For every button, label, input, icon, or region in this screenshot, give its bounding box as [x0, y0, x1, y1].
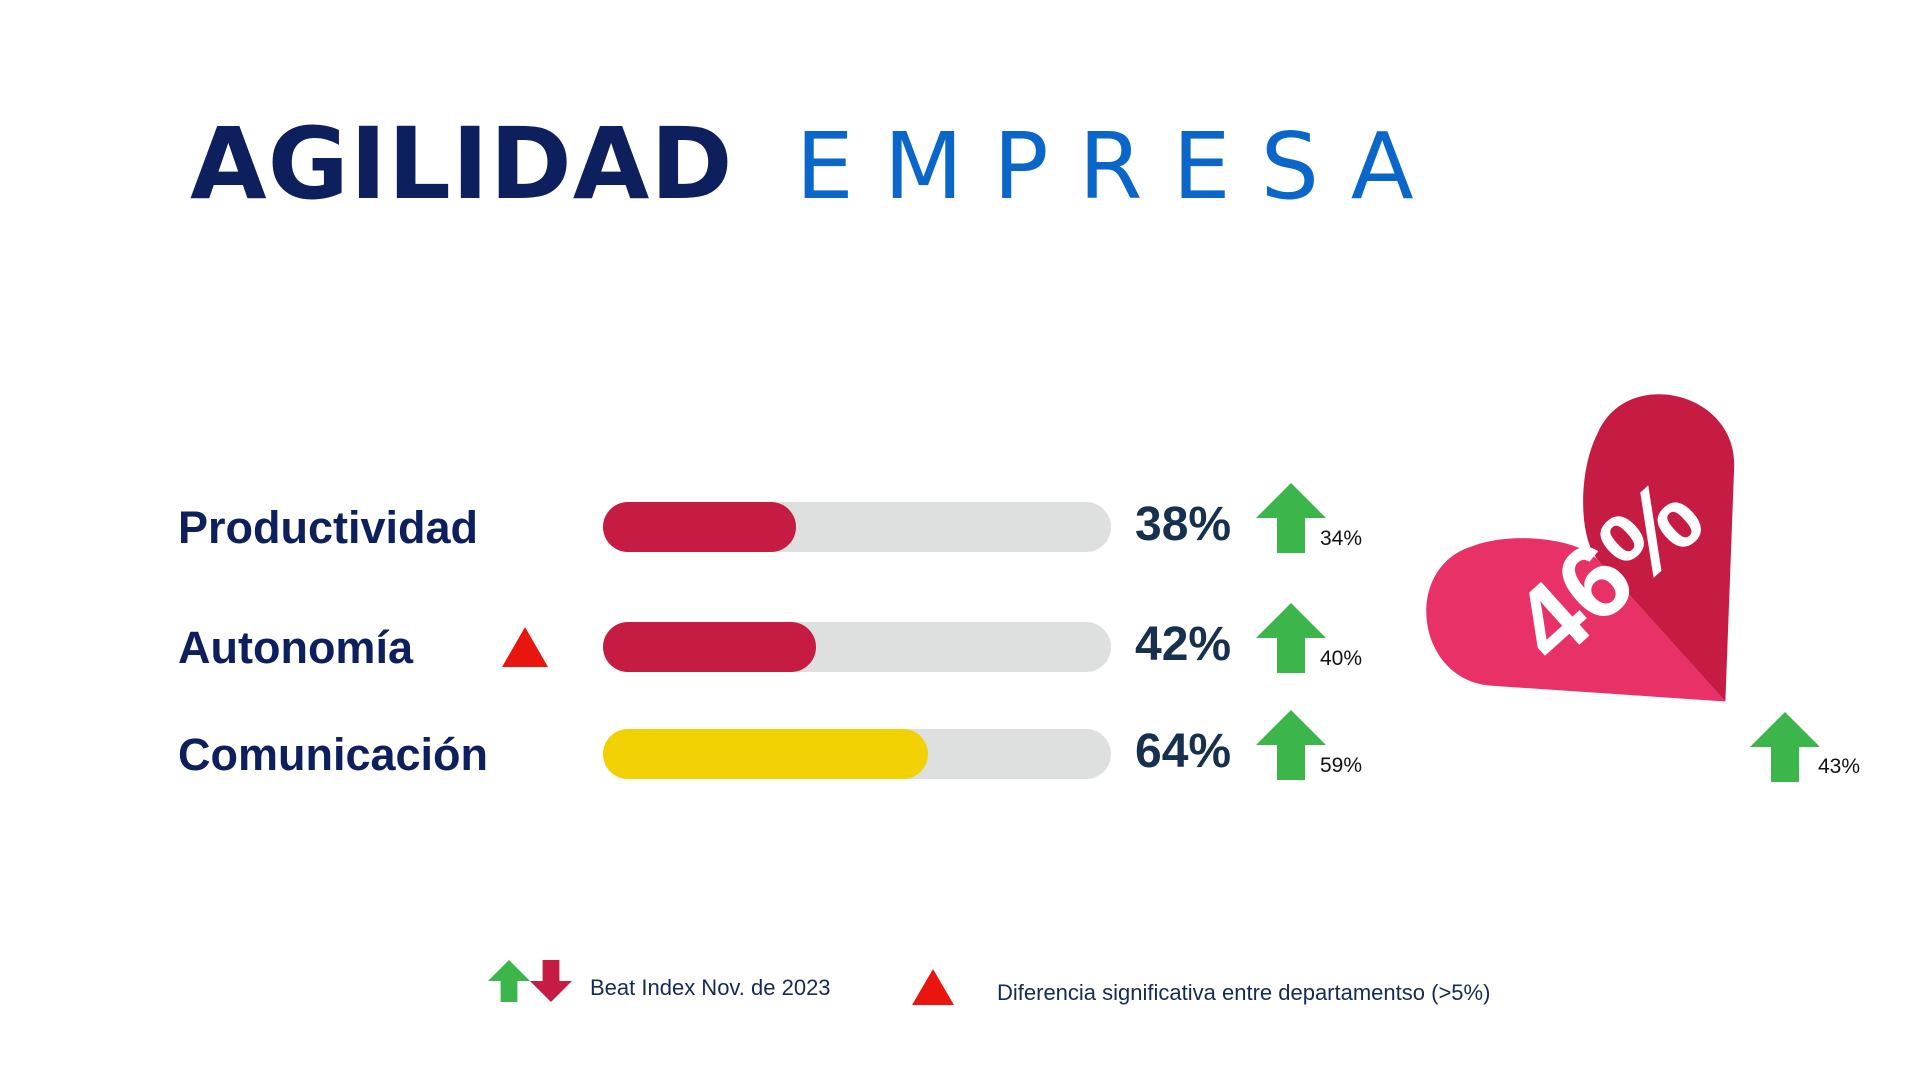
- metric-value: 38%: [1135, 498, 1232, 551]
- beat-index-value: 40%: [1320, 647, 1363, 670]
- legend-beat-index-label: Beat Index Nov. de 2023: [590, 975, 831, 1000]
- significant-difference-icon: [502, 627, 548, 667]
- progress-track: [603, 729, 1111, 779]
- progress-track: [603, 622, 1111, 672]
- progress-bar: [603, 502, 797, 552]
- progress-bar: [603, 729, 929, 779]
- page-title: AGILIDAD EMPRESA: [190, 115, 1444, 214]
- legend-significant-icon: [912, 969, 954, 1005]
- overall-beat-index-value: 43%: [1818, 755, 1861, 778]
- metric-label: Autonomía: [178, 622, 413, 673]
- metric-row-productividad: Productividad 38% 34%: [0, 483, 1420, 557]
- metric-row-autonomia: Autonomía 42% 40%: [0, 603, 1420, 677]
- overall-heart-icon: 46%: [1426, 394, 1735, 702]
- legend-beat-arrows: [488, 960, 578, 1002]
- metric-label: Comunicación: [178, 729, 489, 780]
- beat-up-arrow-icon: [1256, 603, 1326, 673]
- beat-up-arrow-icon: [1256, 483, 1326, 553]
- metric-value: 64%: [1135, 725, 1232, 778]
- legend-down-arrow-icon: [530, 960, 572, 1002]
- metric-label: Productividad: [178, 502, 479, 553]
- title-agilidad: AGILIDAD: [190, 107, 734, 222]
- legend-up-arrow-icon: [488, 960, 530, 1002]
- beat-up-arrow-icon: [1256, 710, 1326, 780]
- heart-right-half: [1583, 394, 1735, 702]
- beat-index-value: 34%: [1320, 527, 1363, 550]
- progress-bar: [603, 622, 817, 672]
- metric-row-comunicacion: Comunicación 64% 59%: [0, 710, 1420, 784]
- progress-track: [603, 502, 1111, 552]
- legend-significant-label: Diferencia significativa entre departame…: [997, 980, 1491, 1005]
- title-empresa: EMPRESA: [795, 113, 1444, 220]
- beat-index-value: 59%: [1320, 754, 1363, 777]
- metric-value: 42%: [1135, 618, 1232, 671]
- heart-left-half: [1426, 538, 1726, 702]
